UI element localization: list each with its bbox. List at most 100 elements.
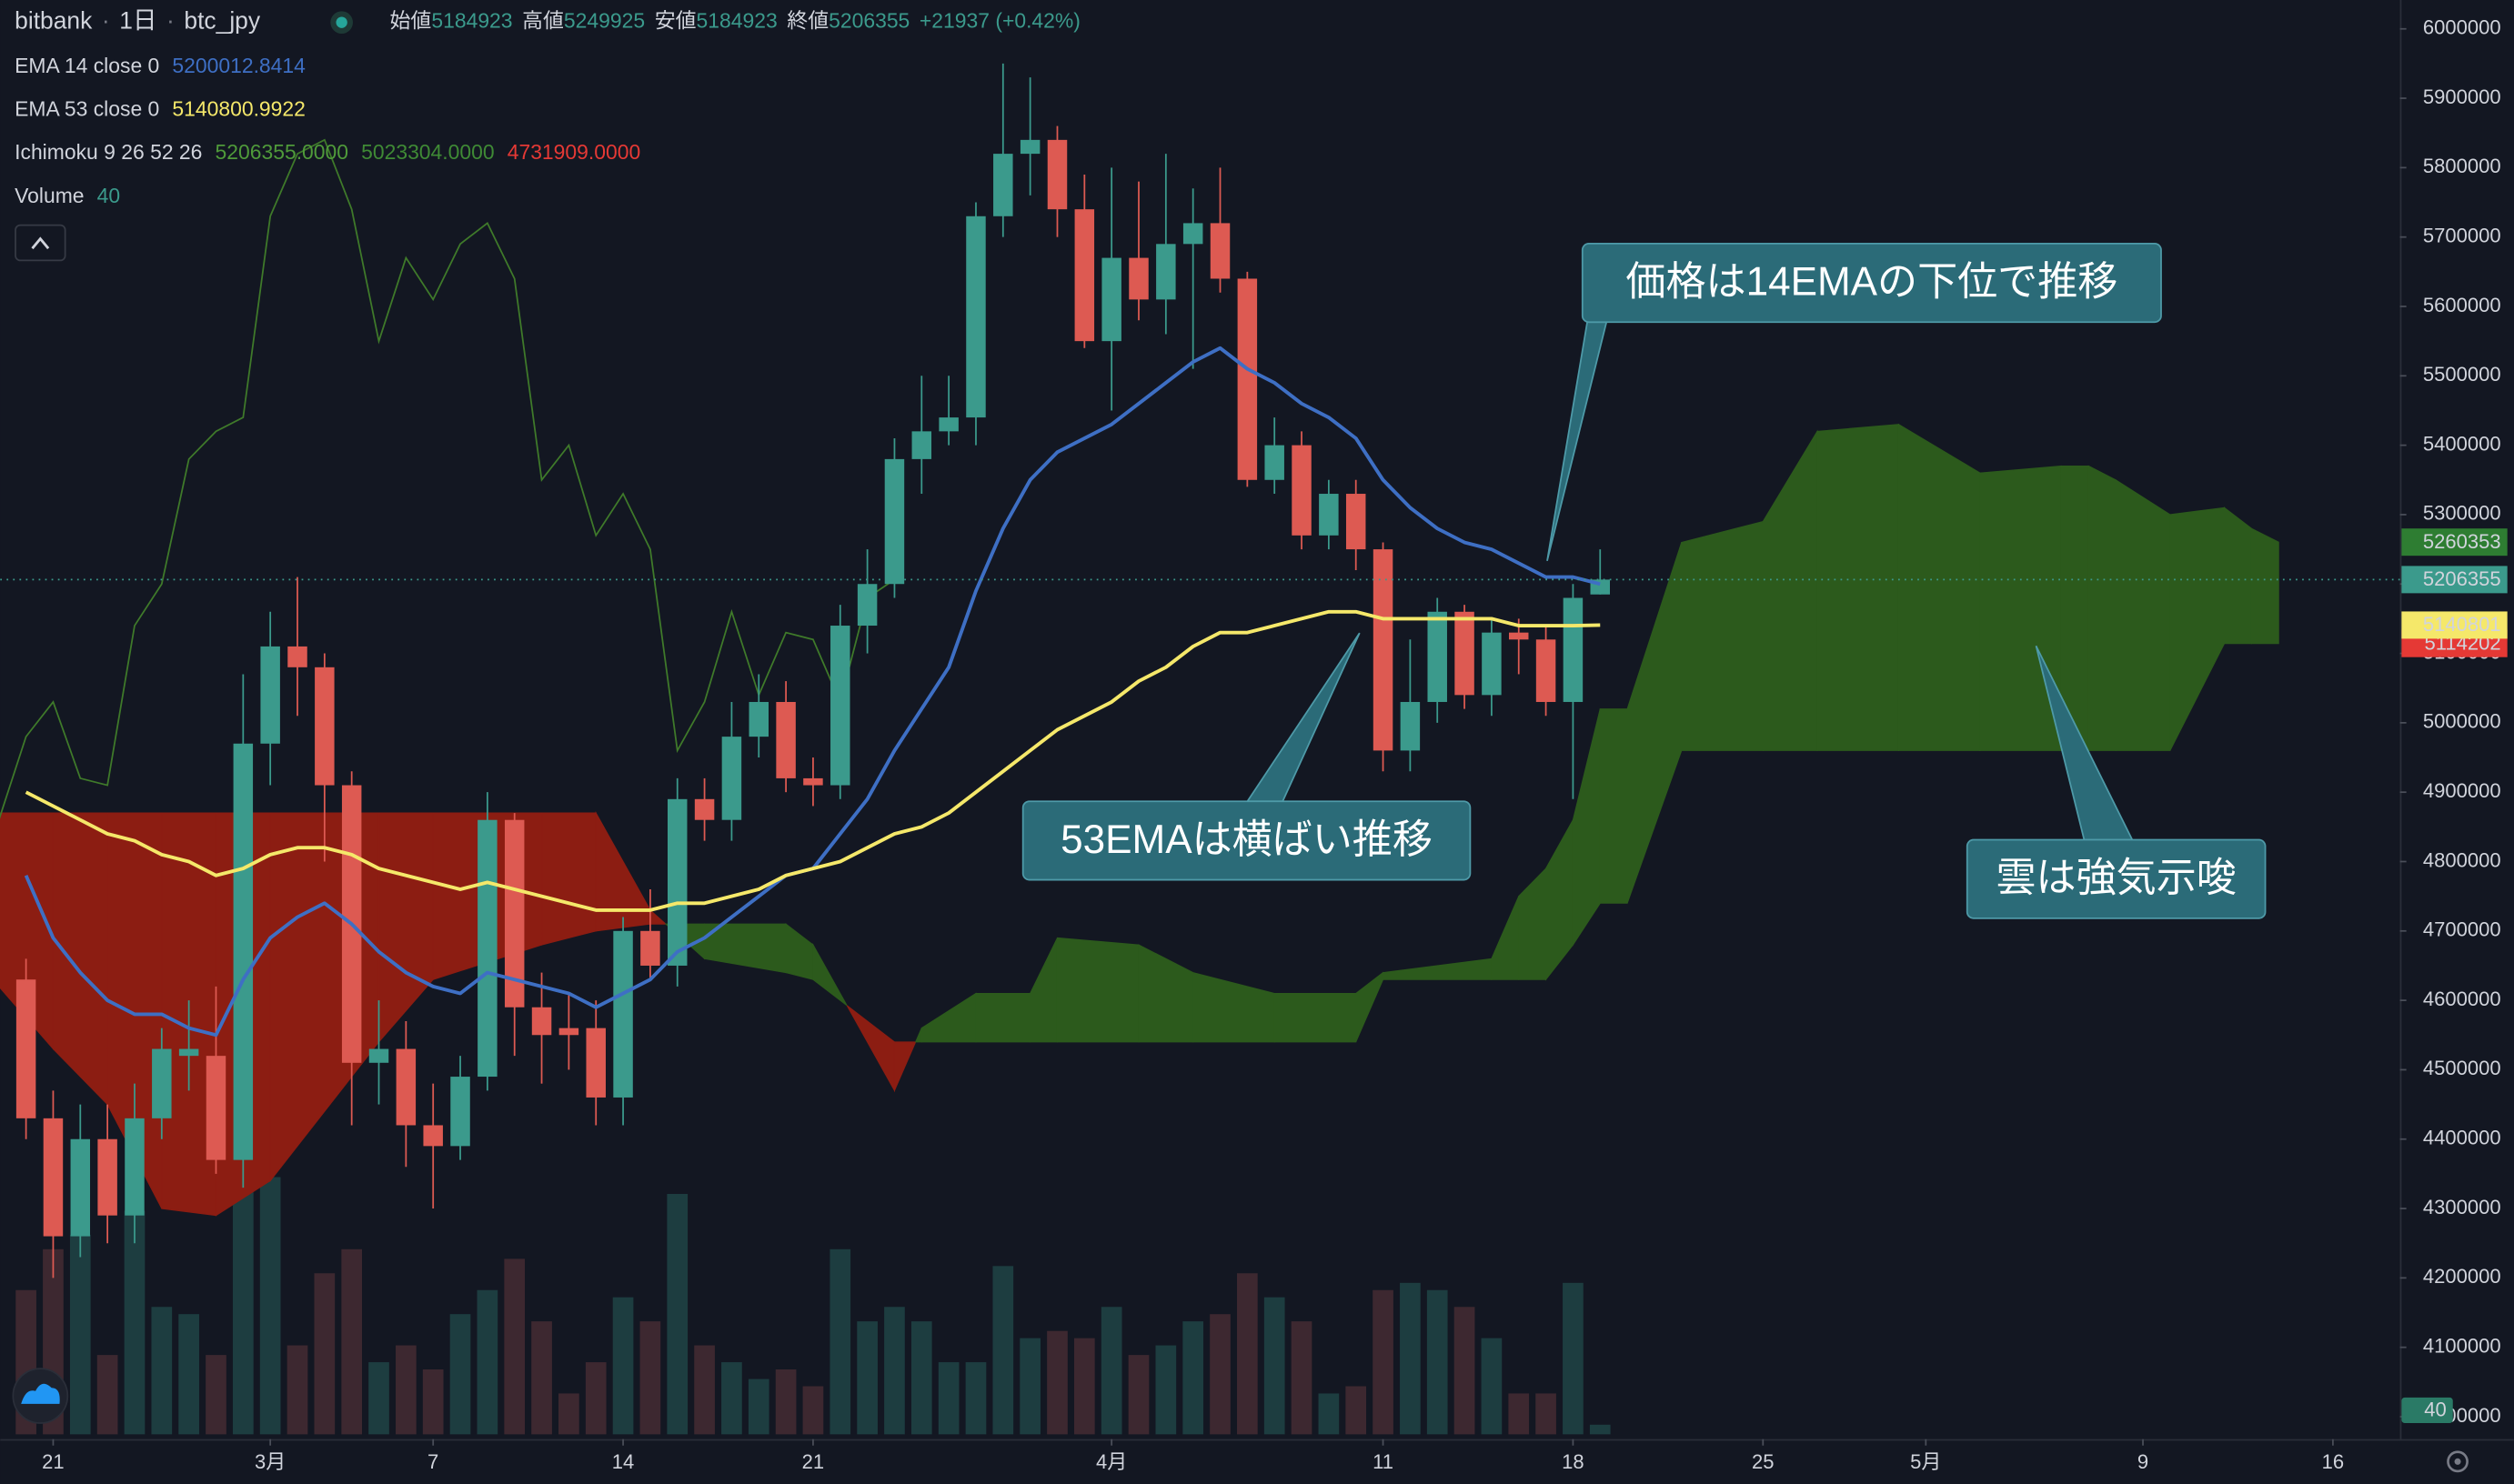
volume-bar	[422, 1369, 444, 1435]
cloud-segment	[975, 992, 1031, 1043]
candle-body	[1074, 209, 1095, 342]
volume-bar	[151, 1307, 173, 1435]
y-tick-label: 5900000	[2423, 85, 2501, 108]
volume-bar	[910, 1321, 932, 1435]
volume-bar	[1589, 1424, 1611, 1435]
legend-label: EMA 53 close 0	[15, 97, 159, 121]
pair: btc_jpy	[184, 7, 261, 35]
candle-body	[1182, 223, 1203, 245]
volume-bar	[1237, 1273, 1258, 1435]
y-tick-label: 5500000	[2423, 363, 2501, 386]
collapse-chevron[interactable]	[31, 236, 50, 250]
candle-body	[1535, 639, 1556, 702]
candle-body	[1292, 445, 1312, 536]
candle-body	[423, 1125, 443, 1147]
candle-body	[396, 1048, 417, 1126]
volume-bar	[1210, 1314, 1231, 1435]
volume-bar	[884, 1307, 905, 1435]
candle-body	[749, 701, 769, 737]
cloud-segment	[1816, 424, 1900, 751]
callout-text: 雲は強気示唆	[1996, 856, 2237, 900]
settings-button[interactable]	[2447, 1450, 2469, 1473]
volume-bar	[830, 1248, 851, 1435]
separator: ·	[102, 7, 110, 35]
cloud-segment	[541, 812, 597, 946]
volume-layer	[15, 1177, 1611, 1435]
volume-bar	[721, 1362, 742, 1435]
ohlc-label: 始値	[390, 9, 432, 33]
volume-bar	[449, 1314, 471, 1435]
volume-bar	[1426, 1289, 1448, 1435]
volume-bar	[1047, 1330, 1068, 1435]
header: bitbank · 1日 · btc_jpy 始値5184923 高値5249925 安値5…	[15, 7, 1081, 35]
volume-bar	[667, 1194, 689, 1435]
legend-item: EMA 14 close 0 5200012.8414	[15, 54, 306, 77]
y-tick-label: 4500000	[2423, 1057, 2501, 1079]
candle-body	[993, 154, 1013, 216]
volume-bar	[857, 1321, 878, 1435]
x-tick-label: 21	[802, 1450, 825, 1473]
volume-bar	[1318, 1393, 1340, 1435]
price-badge	[2401, 528, 2508, 556]
candle-body	[1508, 632, 1529, 640]
candle-body	[803, 777, 823, 786]
candle-body	[558, 1028, 579, 1036]
volume-bar	[1291, 1321, 1312, 1435]
cloud-segment	[1599, 708, 1628, 904]
legend-item: EMA 53 close 0 5140800.9922	[15, 97, 306, 121]
candle-body	[613, 930, 633, 1098]
callout-text: 価格は14EMAの下位で推移	[1625, 259, 2117, 304]
volume-bar	[639, 1321, 661, 1435]
candle-body	[531, 1007, 552, 1036]
collapse-button[interactable]	[15, 224, 66, 262]
logo[interactable]	[12, 1368, 69, 1424]
cloud-segment	[2224, 506, 2252, 645]
candle-body	[504, 819, 525, 1008]
candle-body	[478, 819, 498, 1078]
cloud-segment	[1681, 520, 1764, 751]
x-tick-label: 11	[1373, 1450, 1393, 1473]
candle-body	[15, 979, 36, 1118]
collapse-button-frame[interactable]	[15, 224, 66, 262]
settings-gear[interactable]	[2447, 1450, 2469, 1473]
y-tick-label: 4400000	[2423, 1127, 2501, 1149]
candle-body	[315, 667, 335, 786]
volume-bar	[531, 1321, 552, 1435]
logo-cloud[interactable]	[21, 1383, 60, 1404]
volume-bar	[1400, 1282, 1421, 1435]
cloud-segment	[893, 1041, 917, 1091]
volume-bar	[206, 1355, 226, 1435]
candle-body	[287, 646, 307, 667]
candle-body	[857, 584, 878, 627]
price-badge-label: 5206355	[2423, 567, 2501, 590]
volume-bar	[178, 1314, 199, 1435]
cloud-segment	[812, 943, 848, 1007]
y-tick-label: 4800000	[2423, 848, 2501, 871]
ohlc-label: 終値	[787, 9, 829, 33]
cloud-segment	[2250, 527, 2279, 645]
candle-body	[1454, 611, 1474, 696]
candle-body	[830, 626, 850, 786]
legend-value: 5140800.9922	[172, 97, 306, 121]
cloud-segment	[1979, 465, 2063, 751]
legend-item: Ichimoku 9 26 52 26 5206355.0000 5023304.0…	[15, 140, 640, 164]
volume-bar	[232, 1177, 254, 1435]
volume-bar	[1155, 1345, 1177, 1435]
settings-hub[interactable]	[2454, 1458, 2461, 1465]
volume-bar	[1373, 1289, 1393, 1435]
candle-body	[450, 1077, 470, 1147]
volume-bar	[1263, 1297, 1285, 1435]
y-tick-label: 5600000	[2423, 294, 2501, 316]
volume-bar	[368, 1362, 389, 1435]
volume-bar	[585, 1362, 607, 1435]
change: +21937 (+0.42%)	[920, 9, 1081, 33]
candle-body	[884, 458, 905, 585]
price-badge-label: 5140801	[2423, 613, 2501, 636]
volume-bar	[69, 1234, 91, 1435]
status-dot	[336, 16, 347, 28]
price-badge-label: 5260353	[2423, 530, 2501, 553]
candle-body	[260, 646, 280, 744]
